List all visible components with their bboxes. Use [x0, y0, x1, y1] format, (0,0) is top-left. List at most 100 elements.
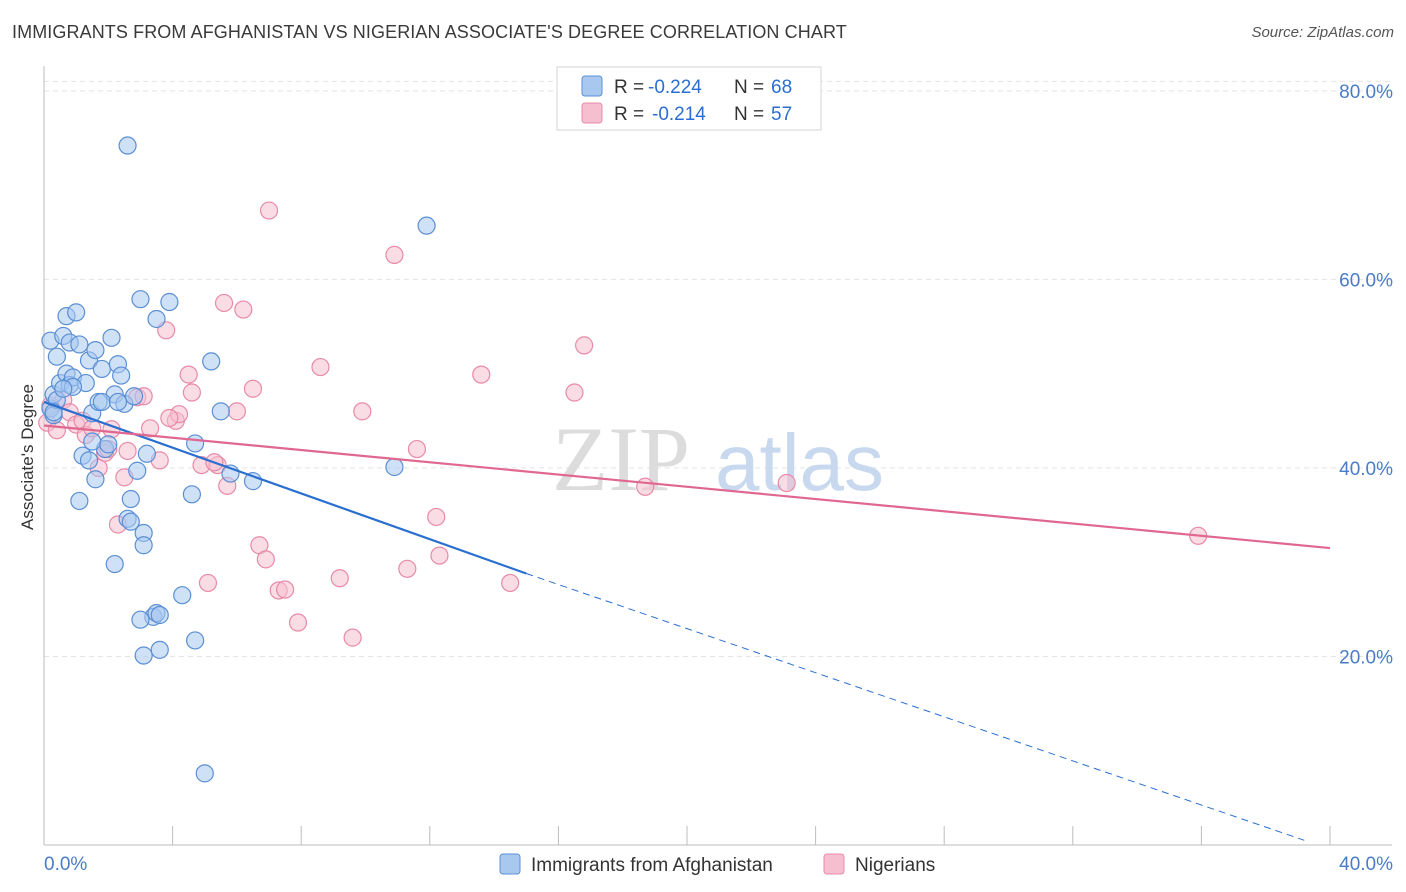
afghanistan-point-64 — [44, 403, 63, 422]
legend-nigerians-swatch — [823, 853, 845, 875]
afghanistan-point-67 — [108, 392, 128, 412]
afghanistan-point-58 — [186, 631, 205, 650]
afghanistan-point-61 — [70, 491, 89, 511]
axes — [43, 66, 1392, 846]
afghanistan-point-25 — [112, 366, 131, 385]
afghanistan-point-27 — [121, 489, 140, 509]
afghanistan-point-31 — [147, 309, 166, 329]
nigerians-point-16 — [140, 419, 160, 438]
x-tick-labels: 0.0% 40.0% — [44, 854, 1393, 875]
nigerians-trend-line — [43, 424, 1331, 550]
nigerians-point-37 — [311, 357, 330, 377]
x-tick-label-end: 40.0% — [1339, 854, 1393, 875]
watermark-atlas: atlas — [715, 418, 884, 507]
nigerians-point-33 — [259, 201, 279, 220]
y-tick-label-1: 40.0% — [1339, 459, 1393, 480]
legend-n-value-1: 68 — [771, 77, 792, 98]
afghanistan-point-56 — [150, 640, 169, 659]
legend-r-value-2: -0.214 — [652, 104, 706, 125]
nigerians-point-51 — [777, 473, 796, 493]
afghanistan-trend-line — [43, 400, 527, 575]
y-tick-labels: 20.0% 40.0% 60.0% 80.0% — [1339, 82, 1393, 669]
nigerians-point-43 — [407, 439, 427, 459]
nigerians-point-30 — [243, 379, 263, 398]
afghanistan-point-4 — [47, 347, 66, 366]
afghanistan-point-59 — [182, 485, 201, 504]
nigerians-point-41 — [385, 245, 404, 264]
afghanistan-point-18 — [86, 340, 105, 360]
legend-r-label-1: R = — [614, 77, 644, 98]
afghanistan-point-30 — [118, 136, 137, 155]
series-legend: Immigrants from Afghanistan Nigerians — [499, 853, 935, 876]
trend-lines — [43, 400, 1331, 841]
nigerians-point-47 — [501, 573, 520, 593]
afghanistan-point-62 — [79, 451, 99, 470]
afghanistan-point-50 — [134, 536, 153, 555]
y-tick-label-0: 20.0% — [1339, 647, 1393, 668]
afghanistan-point-22 — [102, 328, 121, 347]
nigerians-point-40 — [353, 402, 372, 421]
nigerians-point-50 — [636, 477, 655, 496]
afghanistan-point-45 — [105, 554, 124, 574]
watermark-zip: ZIP — [552, 408, 690, 510]
chart-title: IMMIGRANTS FROM AFGHANISTAN VS NIGERIAN … — [12, 22, 847, 42]
legend-afghanistan-label: Immigrants from Afghanistan — [531, 855, 773, 876]
nigerians-point-26 — [214, 293, 234, 313]
nigerians-point-44 — [427, 507, 446, 527]
watermark: ZIP atlas — [552, 408, 884, 510]
afghanistan-point-41 — [86, 470, 105, 489]
x-tick-label-start: 0.0% — [44, 854, 87, 875]
series-afghanistan-points — [41, 136, 436, 783]
afghanistan-point-47 — [121, 512, 140, 531]
gridlines — [44, 80, 1392, 657]
afghanistan-point-38 — [385, 457, 404, 477]
afghanistan-point-65 — [54, 379, 73, 398]
afghanistan-point-29 — [131, 290, 150, 309]
afghanistan-point-32 — [160, 292, 179, 312]
nigerians-point-46 — [472, 365, 491, 384]
afghanistan-point-39 — [417, 216, 436, 235]
nigerians-point-13 — [118, 441, 137, 461]
nigerians-point-22 — [182, 383, 201, 402]
y-tick-label-3: 80.0% — [1339, 82, 1393, 103]
legend-r-label-2: R = — [614, 104, 644, 125]
source-label: Source: ZipAtlas.com — [1251, 24, 1394, 41]
nigerians-point-38 — [330, 569, 349, 588]
afghanistan-point-60 — [195, 764, 214, 783]
nigerians-point-35 — [276, 580, 295, 599]
afghanistan-point-12 — [67, 303, 86, 322]
nigerians-point-39 — [343, 628, 362, 647]
afghanistan-point-33 — [202, 352, 221, 371]
correlation-legend: R = -0.224 N = 68 R = -0.214 N = 57 — [556, 66, 822, 131]
y-tick-label-2: 60.0% — [1339, 270, 1393, 291]
afghanistan-point-35 — [211, 402, 230, 421]
nigerians-point-29 — [234, 300, 253, 319]
y-axis-label: Associate's Degree — [18, 384, 37, 530]
afghanistan-point-42 — [92, 392, 111, 412]
nigerians-point-24 — [198, 573, 218, 593]
nigerians-point-32 — [256, 550, 275, 569]
legend-swatch-blue — [581, 75, 603, 97]
afghanistan-point-54 — [131, 610, 150, 629]
nigerians-point-28 — [227, 402, 246, 421]
nigerians-point-36 — [288, 613, 308, 632]
afghanistan-point-51 — [137, 444, 156, 463]
afghanistan-point-57 — [173, 586, 192, 605]
legend-r-value-1: -0.224 — [648, 77, 702, 98]
nigerians-point-1 — [47, 421, 66, 440]
afghanistan-trend-extension — [526, 573, 1305, 841]
afghanistan-point-66 — [150, 605, 169, 625]
afghanistan-point-55 — [134, 646, 153, 665]
afghanistan-point-63 — [99, 435, 118, 454]
nigerians-point-49 — [575, 336, 594, 355]
nigerians-point-42 — [398, 559, 417, 578]
legend-swatch-pink — [581, 102, 603, 124]
legend-n-label-1: N = — [734, 77, 764, 98]
nigerians-point-45 — [430, 546, 449, 565]
legend-afghanistan-swatch — [499, 853, 521, 875]
afghanistan-point-48 — [128, 461, 147, 480]
legend-n-value-2: 57 — [771, 104, 792, 125]
afghanistan-point-28 — [124, 387, 144, 406]
afghanistan-point-20 — [92, 359, 111, 379]
